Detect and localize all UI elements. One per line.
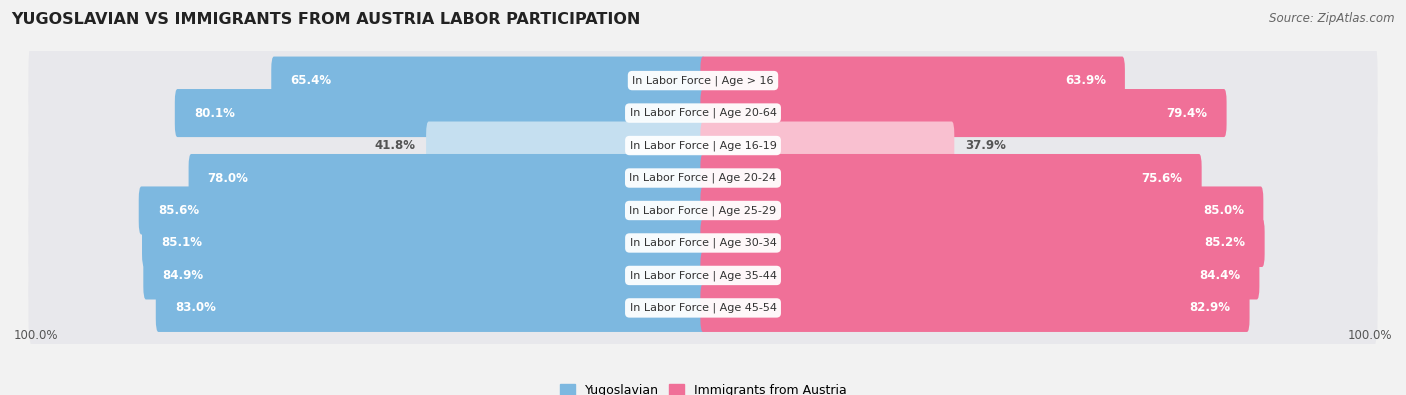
Text: In Labor Force | Age 30-34: In Labor Force | Age 30-34 [630, 238, 776, 248]
Text: 65.4%: 65.4% [290, 74, 332, 87]
FancyBboxPatch shape [28, 106, 1378, 185]
FancyBboxPatch shape [426, 122, 706, 169]
Text: Source: ZipAtlas.com: Source: ZipAtlas.com [1270, 12, 1395, 25]
Text: In Labor Force | Age 35-44: In Labor Force | Age 35-44 [630, 270, 776, 281]
Text: 79.4%: 79.4% [1167, 107, 1208, 120]
Text: YUGOSLAVIAN VS IMMIGRANTS FROM AUSTRIA LABOR PARTICIPATION: YUGOSLAVIAN VS IMMIGRANTS FROM AUSTRIA L… [11, 12, 641, 27]
FancyBboxPatch shape [188, 154, 706, 202]
Text: 100.0%: 100.0% [14, 329, 59, 342]
FancyBboxPatch shape [28, 139, 1378, 217]
Text: 80.1%: 80.1% [194, 107, 235, 120]
FancyBboxPatch shape [28, 41, 1378, 120]
Text: In Labor Force | Age 20-64: In Labor Force | Age 20-64 [630, 108, 776, 118]
Text: 84.4%: 84.4% [1199, 269, 1240, 282]
Text: 37.9%: 37.9% [965, 139, 1005, 152]
FancyBboxPatch shape [28, 269, 1378, 347]
FancyBboxPatch shape [28, 74, 1378, 152]
Text: 85.1%: 85.1% [162, 237, 202, 250]
Text: 83.0%: 83.0% [174, 301, 215, 314]
Text: 85.2%: 85.2% [1205, 237, 1246, 250]
FancyBboxPatch shape [700, 284, 1250, 332]
Text: 82.9%: 82.9% [1189, 301, 1230, 314]
FancyBboxPatch shape [142, 219, 706, 267]
FancyBboxPatch shape [700, 89, 1226, 137]
Text: In Labor Force | Age 16-19: In Labor Force | Age 16-19 [630, 140, 776, 151]
Text: In Labor Force | Age 45-54: In Labor Force | Age 45-54 [630, 303, 776, 313]
FancyBboxPatch shape [28, 204, 1378, 282]
Text: 100.0%: 100.0% [1347, 329, 1392, 342]
FancyBboxPatch shape [139, 186, 706, 235]
FancyBboxPatch shape [700, 56, 1125, 105]
FancyBboxPatch shape [700, 186, 1264, 235]
Text: 84.9%: 84.9% [162, 269, 204, 282]
FancyBboxPatch shape [174, 89, 706, 137]
Text: In Labor Force | Age > 16: In Labor Force | Age > 16 [633, 75, 773, 86]
FancyBboxPatch shape [700, 122, 955, 169]
FancyBboxPatch shape [28, 171, 1378, 250]
Text: In Labor Force | Age 25-29: In Labor Force | Age 25-29 [630, 205, 776, 216]
FancyBboxPatch shape [271, 56, 706, 105]
Legend: Yugoslavian, Immigrants from Austria: Yugoslavian, Immigrants from Austria [554, 379, 852, 395]
Text: 78.0%: 78.0% [208, 171, 249, 184]
FancyBboxPatch shape [700, 251, 1260, 299]
FancyBboxPatch shape [700, 219, 1264, 267]
Text: 75.6%: 75.6% [1142, 171, 1182, 184]
FancyBboxPatch shape [156, 284, 706, 332]
Text: In Labor Force | Age 20-24: In Labor Force | Age 20-24 [630, 173, 776, 183]
Text: 85.0%: 85.0% [1204, 204, 1244, 217]
FancyBboxPatch shape [28, 236, 1378, 315]
Text: 85.6%: 85.6% [157, 204, 198, 217]
FancyBboxPatch shape [143, 251, 706, 299]
Text: 63.9%: 63.9% [1064, 74, 1107, 87]
FancyBboxPatch shape [700, 154, 1202, 202]
Text: 41.8%: 41.8% [374, 139, 416, 152]
